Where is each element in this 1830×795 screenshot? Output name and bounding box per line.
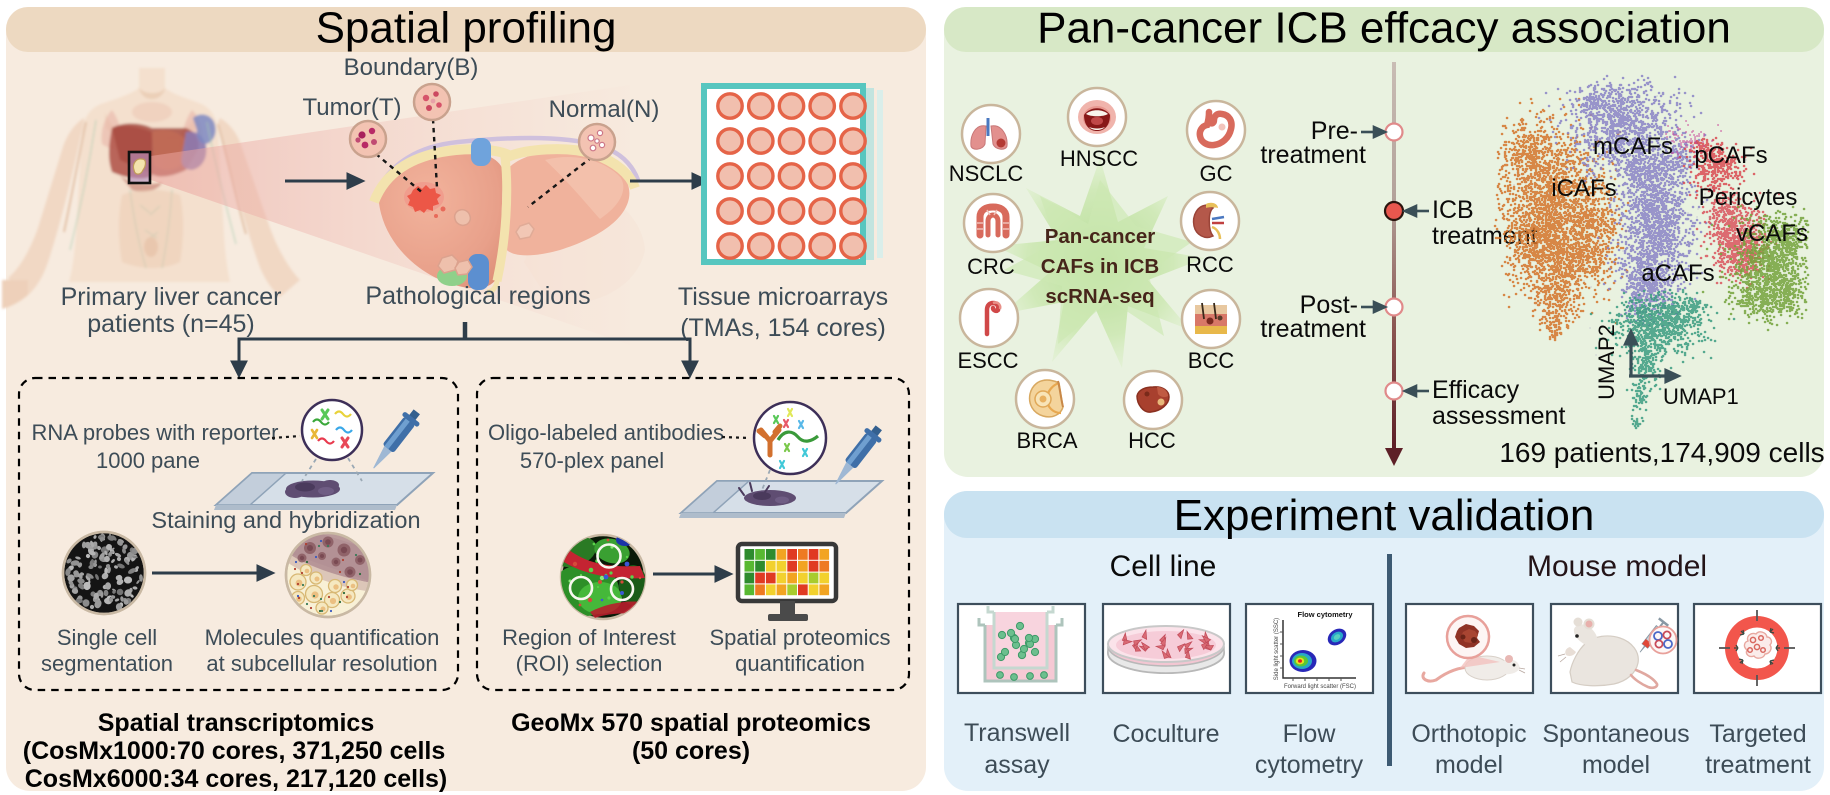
svg-text:quantification: quantification — [735, 651, 865, 676]
svg-text:Flow cytometry: Flow cytometry — [1297, 610, 1353, 619]
svg-text:Tissue microarrays: Tissue microarrays — [678, 283, 888, 311]
svg-text:ESCC: ESCC — [957, 348, 1018, 373]
svg-text:Pathological regions: Pathological regions — [365, 282, 590, 310]
svg-text:patients (n=45): patients (n=45) — [87, 310, 254, 338]
svg-text:mCAFs: mCAFs — [1593, 133, 1673, 160]
svg-text:Mouse model: Mouse model — [1527, 550, 1707, 583]
svg-text:169 patients,174,909 cells: 169 patients,174,909 cells — [1499, 437, 1824, 468]
svg-text:Single cell: Single cell — [57, 625, 157, 650]
svg-text:model: model — [1582, 751, 1650, 779]
svg-text:(50 cores): (50 cores) — [632, 737, 750, 765]
svg-text:570-plex panel: 570-plex panel — [520, 448, 664, 473]
svg-text:Molecules quantification: Molecules quantification — [205, 625, 440, 650]
svg-text:Efficacy: Efficacy — [1432, 376, 1520, 404]
svg-text:Normal(N): Normal(N) — [549, 96, 660, 123]
svg-text:scRNA-seq: scRNA-seq — [1045, 285, 1154, 308]
svg-text:BRCA: BRCA — [1016, 428, 1077, 453]
svg-text:assessment: assessment — [1432, 402, 1565, 430]
svg-text:RNA probes with reporter: RNA probes with reporter — [32, 420, 279, 445]
svg-text:Spatial proteomics: Spatial proteomics — [710, 625, 891, 650]
svg-text:assay: assay — [984, 751, 1050, 779]
svg-text:NSCLC: NSCLC — [949, 161, 1024, 186]
svg-text:Region of Interest: Region of Interest — [502, 625, 676, 650]
svg-text:CRC: CRC — [967, 254, 1015, 279]
svg-text:aCAFs: aCAFs — [1641, 260, 1714, 287]
svg-text:cytometry: cytometry — [1255, 751, 1364, 779]
svg-text:1000 pane: 1000 pane — [96, 448, 200, 473]
svg-text:Oligo-labeled antibodies: Oligo-labeled antibodies — [488, 420, 724, 445]
svg-text:RCC: RCC — [1186, 252, 1234, 277]
svg-text:Targeted: Targeted — [1709, 720, 1806, 748]
svg-text:Transwell: Transwell — [964, 719, 1070, 747]
svg-text:Coculture: Coculture — [1113, 720, 1220, 748]
svg-text:ICB: ICB — [1432, 196, 1474, 224]
svg-text:BCC: BCC — [1188, 348, 1235, 373]
svg-text:Post-: Post- — [1300, 291, 1358, 319]
svg-text:vCAFs: vCAFs — [1736, 220, 1808, 247]
svg-text:UMAP2: UMAP2 — [1594, 324, 1619, 400]
svg-text:Pan-cancer: Pan-cancer — [1045, 225, 1156, 248]
svg-text:Spatial transcriptomics: Spatial transcriptomics — [98, 709, 374, 737]
svg-text:at subcellular resolution: at subcellular resolution — [206, 651, 437, 676]
svg-text:Spontaneous: Spontaneous — [1542, 720, 1689, 748]
svg-text:GeoMx 570 spatial proteomics: GeoMx 570 spatial proteomics — [511, 709, 871, 737]
svg-text:Tumor(T): Tumor(T) — [302, 94, 401, 121]
svg-text:UMAP1: UMAP1 — [1663, 384, 1739, 409]
svg-text:pCAFs: pCAFs — [1694, 142, 1767, 169]
svg-text:Orthotopic: Orthotopic — [1411, 720, 1526, 748]
svg-text:CAFs in ICB: CAFs in ICB — [1041, 255, 1159, 278]
svg-text:HCC: HCC — [1128, 428, 1176, 453]
svg-text:Staining and hybridization: Staining and hybridization — [151, 507, 420, 533]
svg-text:Boundary(B): Boundary(B) — [344, 54, 479, 81]
svg-text:treatment: treatment — [1705, 751, 1811, 779]
svg-text:Pan-cancer ICB effcacy associa: Pan-cancer ICB effcacy association — [1037, 4, 1731, 53]
svg-text:Side light scatter (SSC): Side light scatter (SSC) — [1274, 618, 1280, 680]
svg-text:iCAFs: iCAFs — [1551, 175, 1616, 202]
svg-text:(ROI) selection: (ROI) selection — [516, 651, 663, 676]
svg-text:model: model — [1435, 751, 1503, 779]
svg-text:Pre-: Pre- — [1311, 117, 1358, 145]
svg-text:HNSCC: HNSCC — [1060, 146, 1138, 171]
svg-text:(TMAs, 154 cores): (TMAs, 154 cores) — [680, 314, 886, 342]
svg-text:Cell line: Cell line — [1110, 550, 1217, 583]
svg-text:Pericytes: Pericytes — [1699, 184, 1798, 211]
svg-text:Experiment validation: Experiment validation — [1174, 491, 1595, 540]
svg-text:CosMx6000:34 cores, 217,120 ce: CosMx6000:34 cores, 217,120 cells) — [25, 765, 448, 793]
svg-text:treatment: treatment — [1260, 141, 1366, 169]
svg-text:Spatial profiling: Spatial profiling — [316, 4, 617, 53]
svg-text:Flow: Flow — [1283, 720, 1337, 748]
svg-text:(CosMx1000:70 cores, 371,250 c: (CosMx1000:70 cores, 371,250 cells — [23, 737, 446, 765]
svg-text:treatment: treatment — [1260, 315, 1366, 343]
svg-text:Forward light scatter (FSC): Forward light scatter (FSC) — [1284, 684, 1356, 690]
svg-text:segmentation: segmentation — [41, 651, 173, 676]
svg-text:Primary liver cancer: Primary liver cancer — [61, 283, 282, 311]
svg-text:GC: GC — [1200, 161, 1233, 186]
